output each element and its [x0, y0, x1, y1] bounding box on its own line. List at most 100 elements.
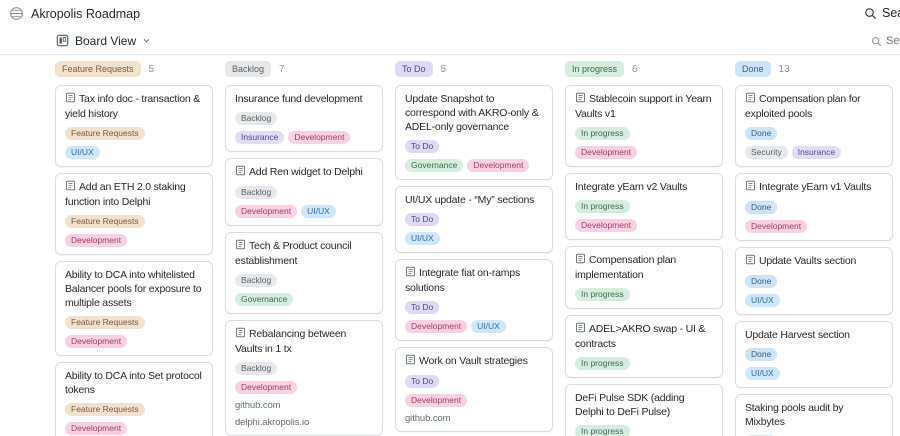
- tag-row: Governance Development: [405, 157, 543, 172]
- card-title: Compensation plan implementation: [575, 253, 713, 282]
- column-badge: Feature Requests: [55, 61, 141, 77]
- card-title: Tax info doc - transaction & yield histo…: [65, 92, 203, 121]
- board-view-tab[interactable]: Board View: [56, 34, 151, 48]
- card-link[interactable]: github.com: [235, 400, 281, 411]
- board-column: In progress 6 Stablecoin support in Year…: [565, 61, 723, 436]
- card[interactable]: Tax info doc - transaction & yield histo…: [55, 85, 213, 167]
- board: Feature Requests 5 Tax info doc - transa…: [0, 55, 900, 436]
- card-title: Insurance fund development: [235, 92, 373, 106]
- tag: UI/UX: [301, 205, 336, 218]
- card-title: Update Vaults section: [745, 254, 883, 269]
- card[interactable]: Insurance fund development Backlog Insura…: [225, 85, 383, 152]
- toolbar: Board View Search: [0, 27, 900, 55]
- card[interactable]: UI/UX update - “My” sections To Do UI/UX: [395, 186, 553, 253]
- tag: Development: [235, 205, 298, 218]
- card[interactable]: Work on Vault strategies To Do Developmen…: [395, 347, 553, 432]
- card[interactable]: DeFi Pulse SDK (adding Delphi to DeFi Pu…: [565, 384, 723, 436]
- tag-row: Governance: [235, 291, 373, 306]
- card-title-text: Add an ETH 2.0 staking function into Del…: [65, 181, 186, 208]
- card[interactable]: Integrate fiat on-ramps solutions To Do D…: [395, 259, 553, 341]
- tag-row: Development: [65, 420, 203, 435]
- column-count: 13: [778, 63, 790, 75]
- card[interactable]: Add an ETH 2.0 staking function into Del…: [55, 173, 213, 255]
- card[interactable]: Stablecoin support in Yearn Vaults v1 In…: [565, 85, 723, 167]
- card[interactable]: Compensation plan implementation In prog…: [565, 246, 723, 309]
- column-header: In progress 6: [565, 61, 723, 77]
- tag: Development: [65, 422, 128, 435]
- toolbar-search[interactable]: Search: [871, 35, 900, 47]
- file-text-icon: [405, 266, 416, 281]
- column-count: 5: [148, 63, 155, 75]
- tag: Development: [65, 335, 128, 348]
- card[interactable]: Compensation plan for exploited pools Do…: [735, 85, 893, 167]
- file-text-icon: [65, 92, 76, 107]
- tag-row: Development: [235, 379, 373, 394]
- tag: Governance: [235, 293, 294, 306]
- column-badge: Done: [735, 61, 771, 77]
- tag: Done: [745, 348, 778, 361]
- card[interactable]: Rebalancing between Vaults in 1 tx Backl…: [225, 320, 383, 436]
- card[interactable]: ADEL>AKRO swap - UI & contracts In progr…: [565, 315, 723, 378]
- card-title: Integrate yEarn v1 Vaults: [745, 180, 883, 195]
- tag-row: To Do: [405, 138, 543, 153]
- tag-row: Done: [745, 199, 883, 214]
- tag-row: Done: [745, 346, 883, 361]
- card-title-text: Ability to DCA into Set protocol tokens: [65, 370, 202, 396]
- column-badge: Backlog: [225, 61, 272, 77]
- card-title: Ability to DCA into whitelisted Balancer…: [65, 268, 203, 310]
- card[interactable]: Update Harvest section Done UI/UX: [735, 321, 893, 388]
- card[interactable]: Staking pools audit by Mixbytes DoneSecu…: [735, 394, 893, 436]
- card-title-text: Insurance fund development: [235, 93, 363, 105]
- tag: Feature Requests: [65, 127, 145, 140]
- tag-row: In progress: [575, 355, 713, 370]
- tag-row: To Do: [405, 211, 543, 226]
- tag: Feature Requests: [65, 215, 145, 228]
- card[interactable]: Integrate yEarn v2 Vaults In progress Dev…: [565, 173, 723, 240]
- tag: In progress: [575, 425, 630, 436]
- header-search[interactable]: Search: [864, 6, 900, 20]
- tag-row: UI/UX: [745, 292, 883, 307]
- tag: In progress: [575, 357, 630, 370]
- akropolis-logo-icon: [9, 6, 24, 21]
- card[interactable]: Update Snapshot to correspond with AKRO-…: [395, 85, 553, 180]
- card-title-text: DeFi Pulse SDK (adding Delphi to DeFi Pu…: [575, 392, 685, 418]
- card-title: Update Snapshot to correspond with AKRO-…: [405, 92, 543, 134]
- card-title-text: Integrate yEarn v1 Vaults: [759, 181, 872, 193]
- tag-row: Feature Requests: [65, 213, 203, 228]
- card-title: Ability to DCA into Set protocol tokens: [65, 369, 203, 397]
- card[interactable]: Update Vaults section Done UI/UX: [735, 247, 893, 315]
- tag-row: Insurance Development: [235, 129, 373, 144]
- card-list: Tax info doc - transaction & yield histo…: [55, 85, 213, 436]
- card-title-text: Update Snapshot to correspond with AKRO-…: [405, 93, 539, 133]
- tag: In progress: [575, 200, 630, 213]
- card-title-text: Work on Vault strategies: [419, 355, 528, 367]
- card-title-text: Add Ren widget to Delphi: [249, 166, 363, 178]
- card-link[interactable]: delphi.akropolis.io: [235, 417, 310, 428]
- card[interactable]: Ability to DCA into whitelisted Balancer…: [55, 261, 213, 356]
- tag-row: Feature Requests: [65, 314, 203, 329]
- tag-row: UI/UX: [745, 365, 883, 380]
- tag-row: To Do: [405, 299, 543, 314]
- tag: UI/UX: [471, 320, 506, 333]
- card[interactable]: Add Ren widget to Delphi Backlog Developm…: [225, 158, 383, 226]
- card[interactable]: Integrate yEarn v1 Vaults Done Developmen…: [735, 173, 893, 241]
- card[interactable]: Ability to DCA into Set protocol tokens …: [55, 362, 213, 436]
- tag-row: Backlog: [235, 110, 373, 125]
- tag: In progress: [575, 127, 630, 140]
- search-icon: [871, 36, 882, 47]
- file-text-icon: [235, 165, 246, 180]
- tag-row: Backlog: [235, 360, 373, 375]
- tag: Governance: [405, 159, 464, 172]
- toolbar-search-label: Search: [886, 35, 900, 47]
- card-title: DeFi Pulse SDK (adding Delphi to DeFi Pu…: [575, 391, 713, 419]
- tag: Backlog: [235, 186, 278, 199]
- file-text-icon: [235, 327, 246, 342]
- card-link[interactable]: github.com: [405, 413, 451, 424]
- tag: Backlog: [235, 112, 278, 125]
- tag-row: Development: [745, 218, 883, 233]
- tag: To Do: [405, 375, 440, 388]
- card-list: Update Snapshot to correspond with AKRO-…: [395, 85, 553, 436]
- card[interactable]: Tech & Product council establishment Bac…: [225, 232, 383, 314]
- board-column: Backlog 7 Insurance fund development Bac…: [225, 61, 383, 436]
- card-title-text: Staking pools audit by Mixbytes: [745, 402, 844, 428]
